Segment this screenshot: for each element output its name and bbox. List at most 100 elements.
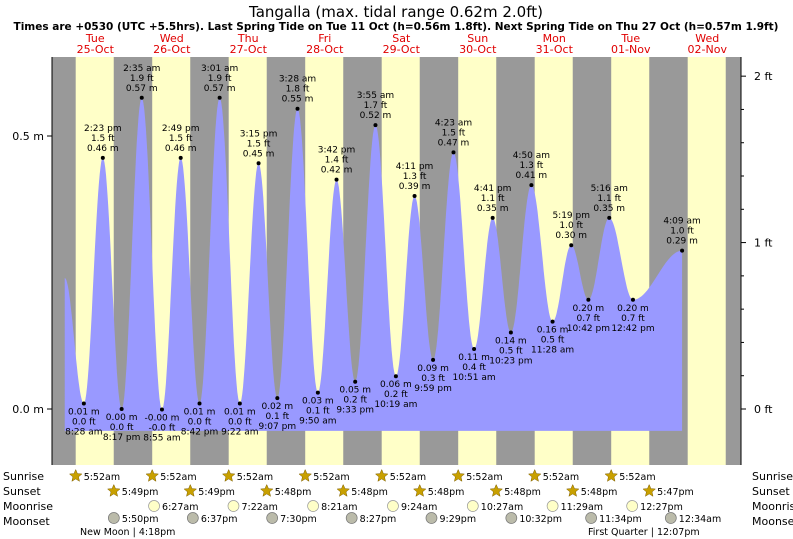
moonset-time: 6:37pm [201, 514, 238, 525]
low-tide-time: 10:23 pm [489, 357, 532, 367]
moonset-time: 8:27pm [360, 514, 397, 525]
tide-points: 0.01 m0.0 ft8:28 am2:23 pm1.5 ft0.46 m0.… [65, 64, 701, 444]
sunset-icon [489, 483, 504, 497]
low-tide-metres: 0.01 m [68, 408, 100, 418]
moonrise-time: 6:27am [162, 502, 198, 513]
day-date: 29-Oct [383, 43, 421, 56]
high-tide-metres: 0.47 m [438, 138, 470, 148]
moonset-time: 7:30pm [280, 514, 317, 525]
day-name: Tue [85, 32, 105, 45]
low-tide-point [508, 330, 513, 335]
low-tide-time: 8:17 pm [103, 433, 141, 443]
low-tide-time: 11:28 am [531, 346, 574, 356]
sunrise-time: 5:52am [160, 472, 196, 483]
moonrise-time: 7:22am [241, 502, 277, 513]
low-tide-point [393, 374, 398, 379]
high-tide-feet: 1.3 ft [403, 172, 427, 182]
low-tide-metres: 0.20 m [573, 304, 605, 314]
sunset-icon [183, 483, 198, 497]
moonset-time: 5:50pm [122, 514, 159, 525]
astronomy-rows: Sunrise Sunrise Sunset Sunset Moonrise Moonri… [3, 468, 793, 538]
sunset-icon [259, 483, 274, 497]
day-name: Wed [160, 32, 184, 45]
low-tide-point [197, 401, 202, 406]
low-tide-time: 10:42 pm [567, 324, 610, 334]
sunrise-time: 5:52am [466, 472, 502, 483]
high-tide-metres: 0.41 m [516, 171, 548, 181]
daylight-band [687, 57, 726, 465]
low-tide-metres: 0.14 m [495, 337, 527, 347]
high-tide-feet: 1.5 ft [442, 128, 466, 138]
high-tide-point [607, 215, 612, 220]
low-tide-time: 9:33 pm [336, 406, 374, 416]
high-tide-point [139, 95, 144, 100]
tide-height-area [64, 97, 683, 431]
sunset-icon [565, 483, 580, 497]
low-tide-point [472, 346, 477, 351]
moonset-icon [345, 512, 358, 524]
day-date: 30-Oct [459, 43, 497, 56]
right-axis-tick-label: 1 ft [754, 237, 773, 250]
sunset-icon [642, 483, 657, 497]
sunset-time: 5:47pm [657, 487, 694, 498]
sunset-time: 5:49pm [122, 487, 159, 498]
low-tide-metres: 0.05 m [339, 386, 371, 396]
day-labels: Tue25-OctWed26-OctThu27-OctFri28-OctSat2… [77, 32, 728, 56]
row-label-right: Sunset [752, 485, 790, 498]
row-label-left: Moonset [3, 515, 50, 528]
moonset-icon [266, 512, 279, 524]
row-label-left: Sunrise [3, 470, 44, 483]
day-date: 01-Nov [611, 43, 651, 56]
high-tide-feet: 1.0 ft [670, 227, 694, 237]
high-tide-metres: 0.42 m [321, 166, 353, 176]
low-tide-point [431, 357, 436, 362]
low-tide-time: 8:28 am [65, 428, 102, 438]
high-tide-feet: 1.3 ft [520, 161, 544, 171]
sunset-time: 5:48pm [581, 487, 618, 498]
low-tide-time: 8:42 pm [181, 428, 219, 438]
day-name: Mon [543, 32, 566, 45]
high-tide-point [334, 177, 339, 182]
left-axis-tick-label: 0.5 m [12, 130, 44, 143]
high-tide-feet: 1.0 ft [559, 221, 583, 231]
low-tide-point [119, 407, 124, 411]
low-tide-time: 10:51 am [453, 373, 496, 383]
chart-title: Tangalla (max. tidal range 0.62m 2.0ft) [248, 3, 543, 21]
high-tide-metres: 0.35 m [477, 204, 509, 214]
sunset-icon [106, 483, 121, 497]
low-tide-metres: 0.06 m [380, 380, 412, 390]
left-axis-tick-label: 0.0 m [12, 403, 44, 416]
sunset-icon [336, 483, 351, 497]
high-tide-metres: 0.55 m [282, 95, 314, 105]
day-date: 02-Nov [688, 43, 728, 56]
low-tide-feet: 0.7 ft [577, 314, 601, 324]
sunrise-time: 5:52am [84, 472, 120, 483]
high-tide-time: 4:50 am [513, 151, 550, 161]
low-tide-metres: 0.01 m [184, 408, 216, 418]
low-tide-point [81, 401, 86, 406]
sunrise-icon [604, 468, 619, 482]
low-tide-metres: 0.02 m [261, 402, 293, 412]
low-tide-point [159, 407, 164, 412]
row-label-right: Sunrise [752, 470, 793, 483]
moon-phase-new: New Moon | 4:18pm [80, 527, 175, 538]
moonrise-time: 12:27pm [640, 502, 683, 513]
low-tide-point [630, 297, 635, 302]
low-tide-feet: 0.5 ft [541, 336, 565, 346]
sunrise-time: 5:52am [237, 472, 273, 483]
high-tide-feet: 1.1 ft [481, 194, 505, 204]
moonrise-icon [227, 500, 240, 512]
high-tide-time: 4:11 pm [396, 162, 434, 172]
low-tide-metres: -0.00 m [144, 414, 179, 424]
low-tide-feet: 0.0 ft [188, 418, 212, 428]
high-tide-point [569, 243, 574, 248]
low-tide-metres: 0.01 m [224, 408, 256, 418]
moonrise-time: 9:24am [401, 502, 437, 513]
high-tide-time: 3:28 am [279, 75, 316, 85]
low-tide-feet: 0.1 ft [306, 407, 330, 417]
moonrise-icon [148, 500, 160, 512]
chart-subtitle: Times are +0530 (UTC +5.5hrs). Last Spri… [14, 21, 779, 33]
low-tide-time: 9:59 pm [414, 384, 452, 394]
day-name: Thu [237, 32, 259, 45]
